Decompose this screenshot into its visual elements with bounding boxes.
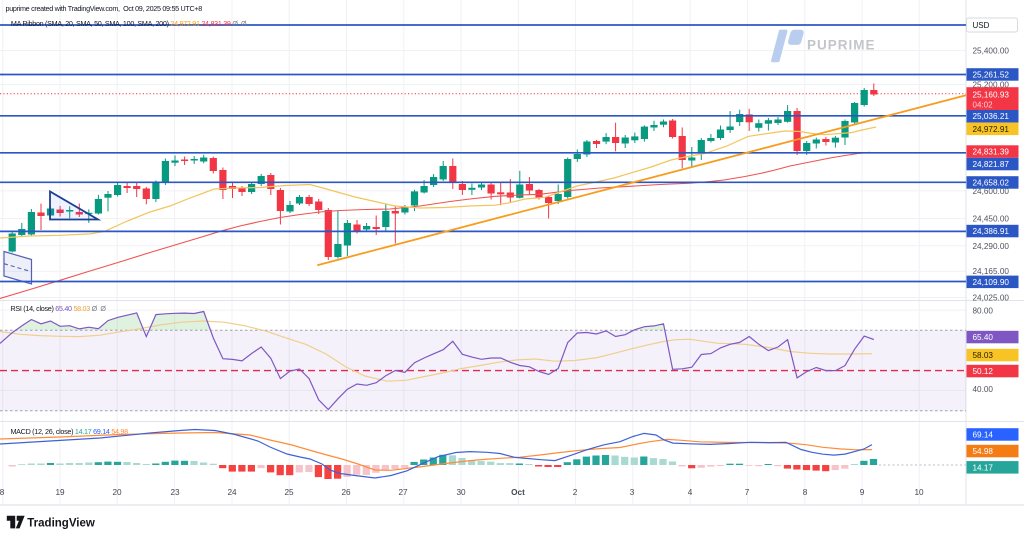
svg-text:25,200.00: 25,200.00 (973, 81, 1010, 90)
svg-text:24,025.00: 24,025.00 (973, 294, 1010, 303)
svg-text:10: 10 (914, 488, 924, 497)
svg-text:40.00: 40.00 (973, 385, 994, 394)
svg-text:19: 19 (55, 488, 65, 497)
svg-text:25,160.93: 25,160.93 (973, 91, 1010, 100)
svg-text:14.17: 14.17 (973, 463, 994, 472)
svg-text:30: 30 (456, 488, 466, 497)
svg-text:58.03: 58.03 (973, 351, 994, 360)
svg-text:24,450.00: 24,450.00 (973, 215, 1010, 224)
svg-text:26: 26 (341, 488, 351, 497)
svg-text:MACD (12, 26, close) 14.17 69.: MACD (12, 26, close) 14.17 69.14 54.98 (11, 427, 129, 436)
svg-text:8: 8 (0, 488, 5, 497)
svg-text:puprime created with TradingVi: puprime created with TradingView.com, Oc… (6, 4, 203, 13)
svg-text:25,261.52: 25,261.52 (973, 71, 1010, 80)
svg-text:20: 20 (112, 488, 122, 497)
svg-text:9: 9 (860, 488, 865, 497)
svg-text:24,600.00: 24,600.00 (973, 187, 1010, 196)
svg-text:54.98: 54.98 (973, 447, 994, 456)
svg-text:23: 23 (170, 488, 180, 497)
svg-text:Oct: Oct (511, 488, 525, 497)
svg-text:4: 4 (688, 488, 693, 497)
svg-text:24: 24 (227, 488, 237, 497)
svg-text:24,165.00: 24,165.00 (973, 267, 1010, 276)
svg-text:24,658.02: 24,658.02 (973, 178, 1010, 187)
svg-text:PUPRIME: PUPRIME (807, 38, 876, 53)
svg-text:24,109.90: 24,109.90 (973, 278, 1010, 287)
svg-text:24,386.91: 24,386.91 (973, 227, 1010, 236)
svg-text:65.40: 65.40 (973, 333, 994, 342)
svg-text:50.12: 50.12 (973, 367, 994, 376)
svg-text:25: 25 (284, 488, 294, 497)
svg-text:2: 2 (573, 488, 578, 497)
svg-text:RSI (14, close) 65.40 58.03 Ø: RSI (14, close) 65.40 58.03 Ø Ø (11, 304, 107, 313)
svg-text:24,831.39: 24,831.39 (973, 148, 1010, 157)
svg-text:TradingView: TradingView (27, 518, 95, 530)
svg-text:69.14: 69.14 (973, 431, 994, 440)
svg-text:80.00: 80.00 (973, 307, 994, 316)
svg-text:27: 27 (398, 488, 408, 497)
svg-text:24,821.87: 24,821.87 (973, 160, 1010, 169)
svg-text:MA Ribbon (SMA, 20, SMA, 50, S: MA Ribbon (SMA, 20, SMA, 50, SMA, 100, S… (11, 19, 247, 28)
svg-text:25,036.21: 25,036.21 (973, 112, 1010, 121)
svg-text:8: 8 (803, 488, 808, 497)
svg-text:USD: USD (973, 21, 990, 30)
svg-text:24,972.91: 24,972.91 (973, 125, 1010, 134)
svg-text:04:02: 04:02 (973, 101, 994, 110)
svg-text:24,290.00: 24,290.00 (973, 242, 1010, 251)
svg-text:3: 3 (630, 488, 635, 497)
svg-text:7: 7 (745, 488, 750, 497)
svg-text:25,400.00: 25,400.00 (973, 47, 1010, 56)
